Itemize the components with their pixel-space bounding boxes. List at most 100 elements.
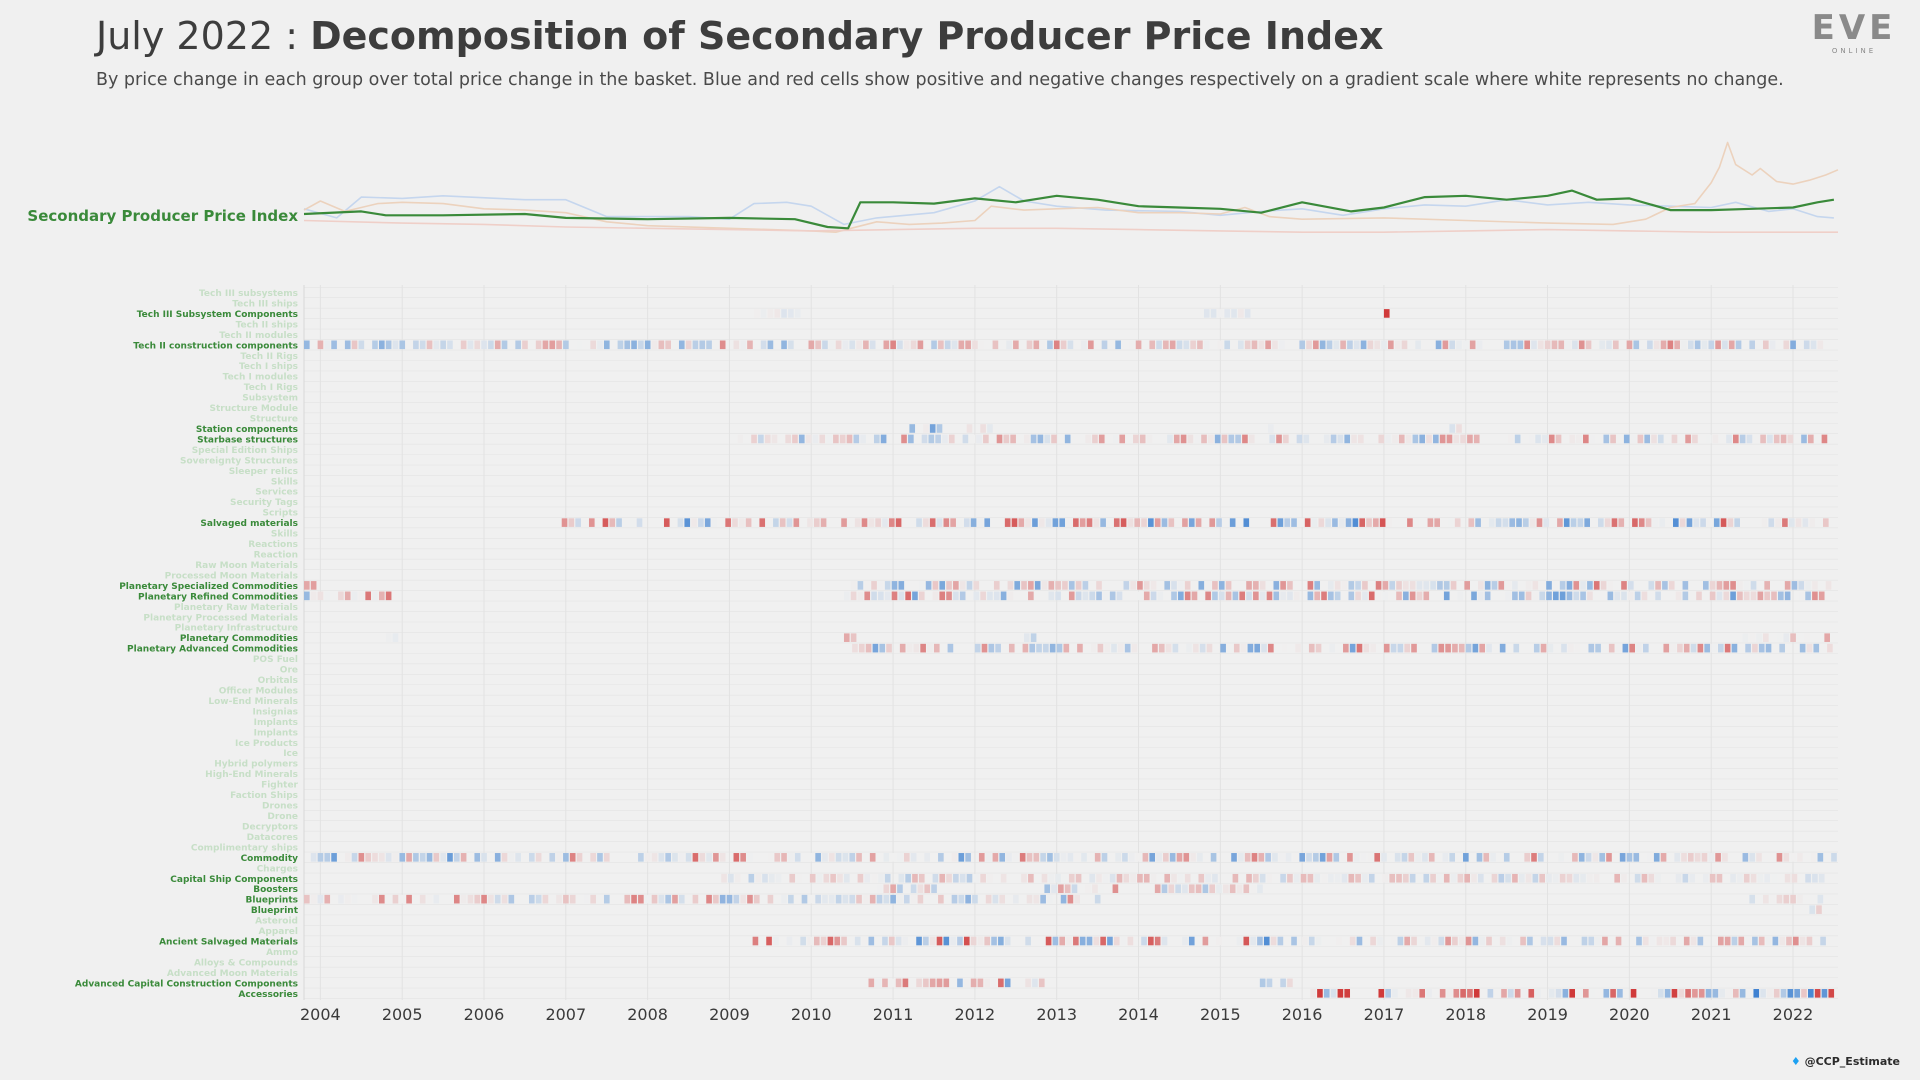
heat-cell (820, 518, 827, 527)
row-label: Officer Modules (219, 686, 298, 696)
heat-cell (1355, 591, 1361, 601)
twitter-credit[interactable]: ♦ @CCP_Estimate (1791, 1055, 1900, 1068)
heat-cell (1067, 894, 1074, 904)
heat-cell (928, 434, 935, 444)
heat-cell (1533, 643, 1540, 653)
heat-cell (1659, 518, 1665, 527)
heat-cell (1079, 936, 1086, 946)
heat-cell (1438, 643, 1445, 653)
heat-cell (1681, 853, 1687, 862)
heat-cell (1546, 581, 1552, 590)
heat-cell (1610, 434, 1616, 444)
heat-cell (890, 853, 896, 862)
heat-cell (706, 853, 712, 862)
heat-cell (1653, 340, 1660, 350)
heat-cell (1772, 936, 1779, 946)
heat-cell (898, 591, 905, 601)
heat-cell (1328, 873, 1334, 883)
heat-cell (1188, 518, 1195, 527)
row-label: Tech II Rigs (240, 352, 298, 362)
heat-cell (1041, 581, 1048, 590)
heat-cell (1120, 936, 1127, 946)
heat-cell (1412, 434, 1419, 444)
heat-cell (752, 936, 759, 946)
heat-cell (1542, 434, 1548, 444)
heat-cell (1426, 989, 1432, 998)
heat-cell (1457, 873, 1464, 883)
heat-cell (1442, 853, 1449, 862)
heat-cell (884, 873, 891, 883)
heat-cell (1096, 591, 1102, 601)
heat-cell (678, 894, 685, 904)
heat-cell (433, 340, 440, 350)
heat-cell (1536, 518, 1543, 527)
heat-cell (910, 894, 917, 904)
heat-cell (1773, 989, 1780, 998)
heat-cell (704, 518, 711, 527)
heat-cell (1572, 853, 1578, 862)
heat-cell (1190, 340, 1196, 350)
heat-cell (1107, 936, 1113, 946)
heat-cell (1240, 643, 1247, 653)
heat-cell (1347, 340, 1353, 350)
heat-cell (1049, 643, 1056, 653)
heat-cell (1595, 643, 1601, 653)
heat-cell (998, 936, 1004, 946)
heat-cell (977, 978, 984, 988)
heat-cell (1553, 581, 1559, 590)
heat-cell (1779, 643, 1785, 653)
heat-cell (740, 853, 746, 862)
heat-cell (1382, 581, 1389, 590)
heat-cell (692, 853, 699, 862)
heat-cell (902, 936, 909, 946)
heat-cell (873, 434, 880, 444)
heat-cell (563, 894, 569, 904)
heat-cell (1486, 643, 1492, 653)
heat-cell (1208, 434, 1214, 444)
heat-cell (1538, 340, 1544, 350)
heat-cell (569, 853, 576, 862)
heat-cell (1430, 581, 1436, 590)
row-label: Complimentary ships (191, 843, 298, 853)
heat-cell (1396, 591, 1402, 601)
heat-cell (1094, 853, 1101, 862)
heat-cell (1648, 581, 1655, 590)
heat-cell (1532, 581, 1539, 590)
heat-cell (528, 894, 535, 904)
heat-cell (987, 591, 993, 601)
heat-cell (1041, 873, 1048, 883)
heat-cell (1527, 936, 1533, 946)
heat-cell (1765, 936, 1772, 946)
row-label: Tech III Subsystem Components (137, 310, 298, 320)
heat-cell (1337, 434, 1344, 444)
heat-cell (351, 894, 358, 904)
heat-cell (1776, 894, 1783, 904)
chart-grid (303, 285, 1838, 1000)
heat-cell (1007, 591, 1014, 601)
heat-cell (1813, 643, 1820, 653)
heat-cell (1737, 581, 1743, 590)
heat-cell (1628, 591, 1634, 601)
heat-cell (1280, 873, 1286, 883)
heat-cell (1074, 894, 1081, 904)
heat-cell (1758, 643, 1765, 653)
heat-cell (1310, 989, 1316, 998)
heat-cell (1743, 581, 1750, 590)
heat-cell (942, 434, 948, 444)
heat-cell (658, 894, 665, 904)
heat-cell (980, 424, 986, 433)
heat-cell (781, 309, 787, 318)
heat-cell (1574, 643, 1581, 653)
heat-cell (1392, 434, 1398, 444)
heat-cell (392, 894, 399, 904)
heat-cell (1438, 936, 1445, 946)
heat-cell (1223, 518, 1229, 527)
heat-cell (1708, 853, 1715, 862)
heat-cell (1113, 936, 1120, 946)
heat-cell (684, 518, 691, 527)
heat-cell (835, 340, 842, 350)
heat-cell (392, 633, 399, 642)
heat-cell (372, 853, 378, 862)
heat-cell (841, 518, 847, 527)
heat-cell (1341, 873, 1348, 883)
